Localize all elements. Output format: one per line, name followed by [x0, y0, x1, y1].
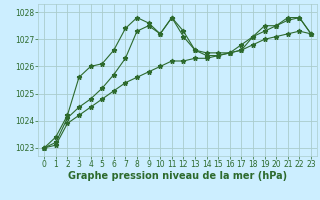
X-axis label: Graphe pression niveau de la mer (hPa): Graphe pression niveau de la mer (hPa)	[68, 171, 287, 181]
